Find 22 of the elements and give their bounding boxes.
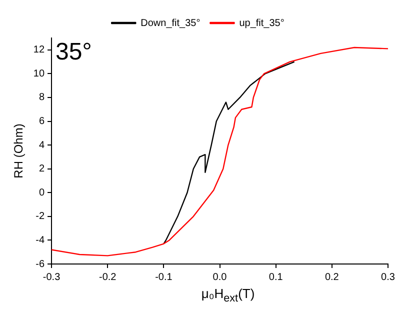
x-tick-label: 0.2: [324, 272, 340, 283]
y-tick-label: 12: [33, 44, 45, 56]
legend-label: Down_fit_35°: [140, 18, 200, 29]
annotation: 35°: [56, 38, 92, 66]
x-tick-label: -0.2: [98, 272, 117, 283]
y-tick-label: -4: [36, 234, 45, 246]
x-tick-label: 0.3: [381, 272, 396, 283]
y-tick-label: 4: [38, 140, 45, 151]
legend-label: up_fit_35°: [239, 18, 284, 29]
y-tick-label: 0: [38, 187, 45, 198]
x-tick-label: -0.1: [155, 272, 173, 283]
y-tick-label: 10: [33, 68, 45, 80]
x-axis-title: μ₀H$_{ext}$(T): [200, 286, 256, 305]
x-tick-label: 0.0: [212, 272, 228, 283]
y-tick-label: -2: [36, 211, 45, 222]
y-tick-label: -6: [36, 258, 45, 270]
x-tick-label: -0.3: [42, 272, 61, 283]
y-tick-label: 2: [38, 164, 45, 175]
x-tick-label: 0.1: [268, 272, 284, 283]
y-tick-label: 8: [38, 92, 45, 104]
y-axis-title: RH (Ohm): [12, 124, 26, 178]
y-tick-label: 6: [38, 116, 45, 128]
